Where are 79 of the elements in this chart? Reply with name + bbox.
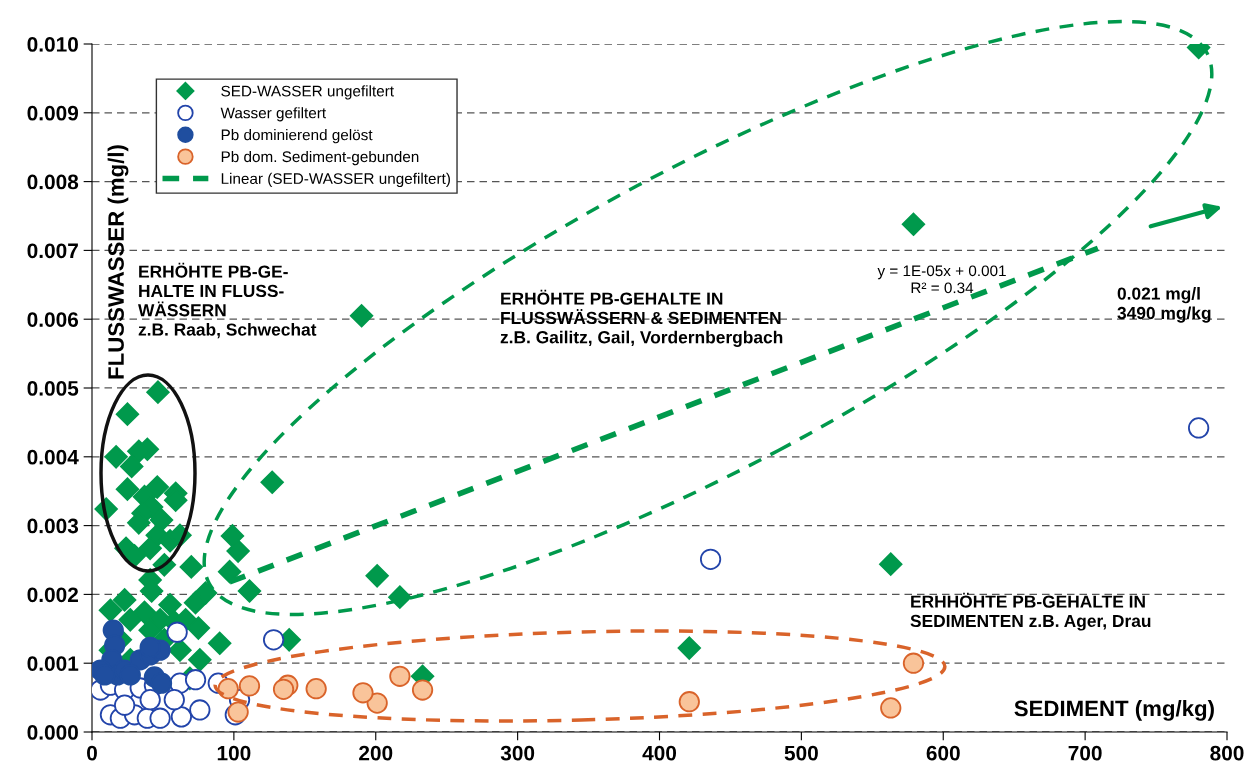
legend-label: Pb dominierend gelöst xyxy=(221,129,373,144)
point xyxy=(901,212,926,236)
x-tick-label: 300 xyxy=(500,745,535,761)
y-tick-label: 0.006 xyxy=(27,312,79,327)
y-tick-label: 0.001 xyxy=(27,656,79,671)
legend-label: Linear (SED-WASSER ungefiltert) xyxy=(221,172,450,188)
point xyxy=(260,470,284,494)
y-tick-label: 0.002 xyxy=(27,587,78,603)
x-tick-label: 400 xyxy=(642,745,677,761)
point xyxy=(220,524,245,548)
x-tick-label: 600 xyxy=(926,745,960,761)
point xyxy=(207,631,232,655)
point xyxy=(139,689,161,711)
point xyxy=(305,678,327,700)
x-tick-label: 700 xyxy=(1068,745,1102,761)
legend-label: Pb dom. Sediment-gebunden xyxy=(221,150,419,166)
point xyxy=(114,694,136,716)
point xyxy=(678,691,700,713)
point xyxy=(166,621,188,643)
x-tick-label: 500 xyxy=(784,745,818,761)
point xyxy=(237,579,262,603)
y-tick-label: 0.005 xyxy=(27,381,79,396)
point xyxy=(146,380,170,404)
legend-label: SED-WASSER ungefiltert xyxy=(221,85,394,100)
point xyxy=(349,304,374,328)
y-tick-label: 0.007 xyxy=(27,243,78,259)
x-tick-label: 800 xyxy=(1210,745,1244,761)
point xyxy=(98,598,123,622)
y-tick-label: 0.000 xyxy=(27,725,78,740)
point xyxy=(138,536,162,561)
point xyxy=(217,678,239,700)
point xyxy=(411,679,434,701)
y-axis-title: FLUSSWASSER (mg/l) xyxy=(107,145,129,379)
x-tick-label: 0 xyxy=(87,745,97,761)
point xyxy=(677,636,702,660)
annotation: 0.021 mg/l 3490 mg/kg xyxy=(1117,287,1211,323)
point xyxy=(388,585,412,609)
point xyxy=(352,682,374,704)
point xyxy=(150,672,173,694)
x-axis-title: SEDIMENT (mg/kg) xyxy=(1014,700,1214,721)
point xyxy=(217,559,242,584)
y-tick-label: 0.003 xyxy=(27,518,79,534)
x-tick-label: 100 xyxy=(217,745,251,761)
point xyxy=(104,445,128,469)
point xyxy=(238,675,261,697)
point xyxy=(149,707,171,729)
point xyxy=(879,552,903,576)
point xyxy=(168,638,192,662)
point xyxy=(132,600,157,624)
x-tick-label: 200 xyxy=(359,745,393,761)
point xyxy=(262,629,285,651)
point xyxy=(112,588,137,612)
annotation: y = 1E-05x + 0.001 R² = 0.34 xyxy=(877,265,1006,294)
point xyxy=(184,669,207,691)
point xyxy=(158,593,182,617)
point xyxy=(272,678,295,700)
annotation: ERHHÖHTE PB-GEHALTE IN SEDIMENTEN z.B. Ager, Drau xyxy=(910,592,1151,631)
point xyxy=(226,539,250,563)
y-tick-label: 0.009 xyxy=(27,105,79,121)
point xyxy=(118,608,143,632)
y-tick-label: 0.010 xyxy=(27,37,78,52)
point xyxy=(115,402,140,426)
annotation: ERHÖHTE PB-GEHALTE IN FLUSSWÄSSERN & SEDIMENTEN z.B. Gailitz, Gail, Vordernbergbach xyxy=(500,289,783,347)
point xyxy=(145,475,169,499)
point xyxy=(120,454,144,479)
point xyxy=(880,697,902,719)
annotation: ERHÖHTE PB-GE- HALTE IN FLUSS- WÄSSERN z.B. Raab, Schwechat xyxy=(138,262,317,339)
point xyxy=(179,555,204,579)
y-tick-label: 0.004 xyxy=(27,449,79,465)
point xyxy=(902,652,925,674)
point xyxy=(183,590,208,615)
point xyxy=(188,648,212,672)
y-tick-label: 0.008 xyxy=(27,174,79,190)
point xyxy=(366,692,388,714)
point xyxy=(389,665,411,687)
legend-label: Wasser gefiltert xyxy=(220,107,326,122)
point xyxy=(365,564,389,588)
point xyxy=(186,616,211,640)
point xyxy=(115,477,140,501)
